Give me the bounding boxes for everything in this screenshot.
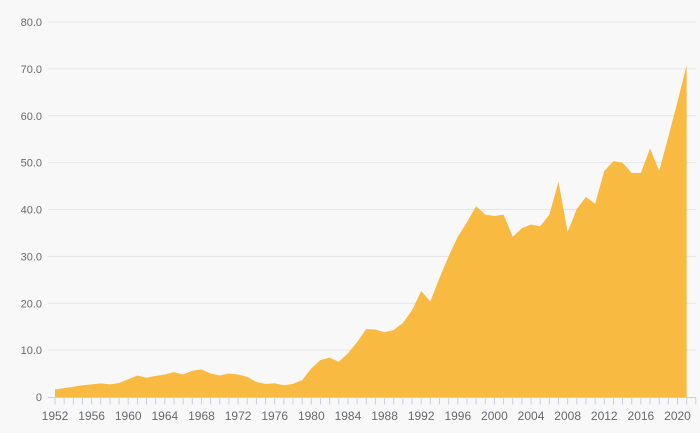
x-axis-label: 2004 [518,409,545,423]
x-axis-label: 1996 [444,409,471,423]
data-area [55,65,687,397]
y-axis-label: 20.0 [21,298,42,310]
y-axis-label: 60.0 [21,111,42,123]
x-axis-label: 2020 [664,409,691,423]
x-axis-label: 1952 [42,409,69,423]
x-axis-label: 2008 [554,409,581,423]
y-axis-label: 70.0 [21,64,42,76]
y-axis-label: 10.0 [21,345,42,357]
y-axis-label: 0 [36,392,42,404]
x-axis-label: 1968 [188,409,215,423]
y-axis-label: 40.0 [21,205,42,217]
x-axis-label: 2016 [628,409,655,423]
x-axis-label: 1984 [335,409,362,423]
y-axis-label: 30.0 [21,251,42,263]
x-axis-label: 1976 [261,409,288,423]
y-axis-label: 50.0 [21,158,42,170]
y-axis-label: 80.0 [21,17,42,29]
x-axis-label: 1980 [298,409,325,423]
x-axis-label: 1964 [151,409,178,423]
x-axis-label: 1992 [408,409,435,423]
x-axis-label: 1960 [115,409,142,423]
x-axis-label: 1988 [371,409,398,423]
x-axis-label: 1956 [78,409,105,423]
x-axis-label: 2000 [481,409,508,423]
x-axis-label: 1972 [225,409,252,423]
x-axis-label: 2012 [591,409,618,423]
